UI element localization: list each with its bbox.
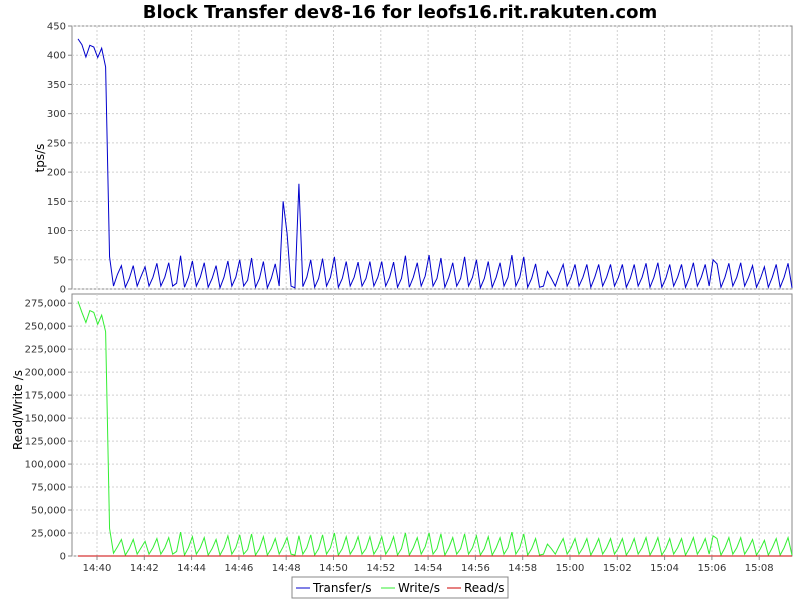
transfer-y-axis-label: tps/s bbox=[33, 144, 47, 173]
read-write-panel: 0 25,000 50,000 75,000 100,000 125,000 150,000… bbox=[11, 293, 793, 563]
x-axis-ticks: 14:40 14:42 14:44 14:46 14:48 14:50 14:52 14:54… bbox=[83, 556, 774, 574]
x-tick-label: 14:58 bbox=[508, 563, 537, 574]
transfer-y-tick-label: 450 bbox=[47, 22, 66, 33]
x-tick-label: 14:42 bbox=[130, 563, 159, 574]
series-write-s-line bbox=[77, 301, 793, 557]
read-write-series bbox=[77, 301, 793, 557]
transfer-y-tick-label: 300 bbox=[47, 109, 66, 120]
x-tick-label: 14:40 bbox=[83, 563, 112, 574]
read-write-plot-area bbox=[71, 293, 793, 557]
read-write-y-tick-label: 200,000 bbox=[25, 368, 66, 379]
x-tick-label: 15:00 bbox=[556, 563, 585, 574]
transfer-y-tick-label: 400 bbox=[47, 51, 66, 62]
transfer-y-ticks: 0 50 100 150 200 250 300 350 400 450 bbox=[47, 22, 72, 296]
x-tick-label: 14:44 bbox=[177, 563, 206, 574]
transfer-y-tick-label: 200 bbox=[47, 168, 66, 179]
read-write-y-ticks: 0 25,000 50,000 75,000 100,000 125,000 150,000… bbox=[25, 299, 72, 563]
read-write-y-tick-label: 175,000 bbox=[25, 391, 66, 402]
read-write-y-tick-label: 50,000 bbox=[31, 506, 66, 517]
transfer-y-tick-label: 150 bbox=[47, 197, 66, 208]
legend-read-label: Read/s bbox=[464, 581, 504, 595]
read-write-y-tick-label: 250,000 bbox=[25, 322, 66, 333]
transfer-plot-area bbox=[71, 25, 793, 290]
x-tick-label: 15:02 bbox=[603, 563, 632, 574]
transfer-y-tick-label: 100 bbox=[47, 226, 66, 237]
x-tick-label: 14:56 bbox=[461, 563, 490, 574]
read-write-y-tick-label: 0 bbox=[60, 552, 66, 563]
series-transfer-s-line bbox=[77, 38, 793, 290]
read-write-y-tick-label: 150,000 bbox=[25, 414, 66, 425]
x-tick-label: 15:08 bbox=[745, 563, 774, 574]
read-write-y-tick-label: 75,000 bbox=[31, 483, 66, 494]
read-write-y-tick-label: 25,000 bbox=[31, 529, 66, 540]
x-tick-label: 15:04 bbox=[650, 563, 679, 574]
transfer-y-tick-label: 50 bbox=[53, 255, 66, 266]
x-tick-label: 14:54 bbox=[414, 563, 443, 574]
chart-title: Block Transfer dev8-16 for leofs16.rit.r… bbox=[143, 2, 657, 23]
transfer-series bbox=[77, 38, 793, 290]
transfer-panel: 0 50 100 150 200 250 300 350 400 450 tps/s bbox=[33, 22, 793, 296]
chart-legend: Transfer/s Write/s Read/s bbox=[291, 576, 509, 599]
transfer-y-tick-label: 0 bbox=[60, 285, 66, 296]
x-tick-label: 14:48 bbox=[272, 563, 301, 574]
transfer-y-tick-label: 350 bbox=[47, 80, 66, 91]
x-tick-label: 14:50 bbox=[319, 563, 348, 574]
read-write-y-axis-label: Read/Write /s bbox=[11, 370, 25, 450]
x-tick-label: 14:52 bbox=[366, 563, 395, 574]
legend-box bbox=[291, 576, 509, 599]
read-write-y-tick-label: 225,000 bbox=[25, 345, 66, 356]
x-tick-label: 15:06 bbox=[697, 563, 726, 574]
read-write-y-tick-label: 275,000 bbox=[25, 299, 66, 310]
transfer-grid bbox=[72, 25, 792, 290]
legend-transfer-label: Transfer/s bbox=[312, 581, 372, 595]
legend-write-label: Write/s bbox=[398, 581, 440, 595]
read-write-y-tick-label: 100,000 bbox=[25, 460, 66, 471]
transfer-y-tick-label: 250 bbox=[47, 138, 66, 149]
read-write-y-tick-label: 125,000 bbox=[25, 437, 66, 448]
x-tick-label: 14:46 bbox=[224, 563, 253, 574]
